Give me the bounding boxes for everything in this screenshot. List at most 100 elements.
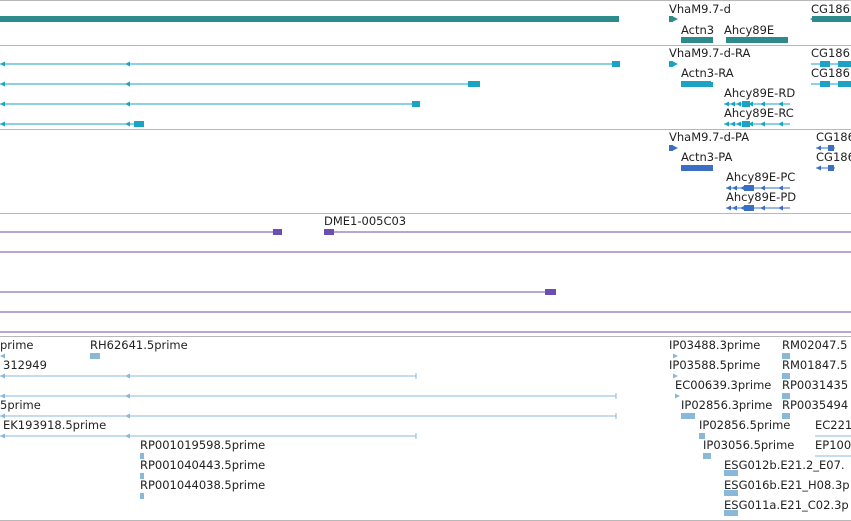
strand-arrow-left [778,185,783,191]
transcript-label[interactable]: CG186 [811,66,850,80]
strand-arrow-left [732,185,737,191]
transcript-label[interactable]: Actn3-RA [681,66,734,80]
est-label[interactable]: IP02856.3prime [681,398,773,412]
est-label[interactable]: IP02856.5prime [699,418,791,432]
est-label[interactable]: RP0035494 [782,398,849,412]
est-label[interactable]: RP0031435 [782,378,849,392]
est-label[interactable]: 312949 [3,358,47,372]
est-label[interactable]: EK193918.5prime [3,418,107,432]
est-label[interactable]: RM01847.5 [782,358,848,372]
feature-exon [669,145,673,151]
feature-exon [412,101,420,107]
strand-arrow-left [125,121,130,127]
est-label[interactable]: EC221 [815,418,851,432]
feature-exon [744,205,754,211]
feature-exon [140,473,144,479]
track-separator [0,336,851,337]
strand-arrow-left [125,61,130,67]
gene-label[interactable]: Actn3 [681,23,715,37]
strand-arrow-left [0,61,5,67]
strand-arrow-left [810,16,815,22]
strand-arrow-right [673,373,678,379]
feature-exon [699,433,705,439]
feature-exon [724,490,738,496]
strand-arrow-left [125,413,130,419]
protein-label[interactable]: Ahcy89E-PC [726,170,796,184]
strand-arrow-right [673,16,678,22]
est-label[interactable]: ESG016b.E21_H08.3p [724,478,850,492]
est-label[interactable]: prime [0,338,34,352]
transcript-label[interactable]: CG186 [811,46,850,60]
strand-arrow-left [726,185,731,191]
strand-arrow-left [125,373,130,379]
strand-arrow-left [0,373,5,379]
est-label[interactable]: RP001044038.5prime [140,478,266,492]
protein-label[interactable]: Ahcy89E-PD [726,190,797,204]
transcript-label[interactable]: Ahcy89E-RD [724,86,796,100]
feature-exon [681,82,713,87]
feature-exon [744,185,754,191]
strand-arrow-left [125,81,130,87]
feature-exon [273,229,282,235]
strand-arrow-left [0,393,5,399]
est-label[interactable]: RM02047.5 [782,338,848,352]
protein-label[interactable]: CG186 [816,130,851,144]
strand-arrow-left [816,165,821,171]
feature-exon [681,413,695,419]
est-label[interactable]: ESG012b.E21.2_E07. [724,458,845,472]
est-label[interactable]: RP001040443.5prime [140,458,266,472]
feature-exon [0,16,619,22]
strand-arrow-left [125,393,130,399]
est-label[interactable]: ESG011a.E21_C02.3p [724,498,849,512]
est-label[interactable]: 5prime [0,398,41,412]
gene-label[interactable]: VhaM9.7-d [669,2,731,16]
est-label[interactable]: IP03588.5prime [669,358,761,372]
strand-arrow-left [0,101,5,107]
strand-arrow-right [673,61,678,67]
gene-label[interactable]: CG186 [811,2,850,16]
est-label[interactable]: EP100 [815,438,851,452]
strand-arrow-left [736,101,741,107]
feature-exon [140,493,144,499]
protein-label[interactable]: CG186 [816,150,851,164]
est-label[interactable]: EC00639.3prime [675,378,772,392]
est-label[interactable]: IP03056.5prime [703,438,795,452]
feature-exon [612,61,620,67]
feature-exon [838,81,851,87]
strand-arrow-left [0,121,5,127]
feature-exon [820,81,830,87]
transcript-label[interactable]: VhaM9.7-d-RA [669,46,751,60]
feature-exon [828,165,834,171]
strand-arrow-left [748,121,753,127]
clone-label[interactable]: DME1-005C03 [324,214,407,228]
strand-arrow-right [675,393,680,399]
transcript-label[interactable]: Ahcy89E-RC [724,106,794,120]
feature-exon [742,121,750,127]
feature-exon [828,145,834,151]
gene-label[interactable]: Ahcy89E [724,23,775,37]
strand-arrow-left [730,101,735,107]
feature-exon [468,81,480,87]
strand-arrow-left [726,205,731,211]
est-label[interactable]: RH62641.5prime [90,338,188,352]
est-label[interactable]: IP03488.3prime [669,338,761,352]
feature-exon [724,470,738,476]
feature-exon [742,101,750,107]
strand-arrow-left [125,101,130,107]
strand-arrow-left [760,121,765,127]
feature-exon [669,16,673,22]
strand-arrow-left [0,433,5,439]
protein-label[interactable]: Actn3-PA [681,150,733,164]
strand-arrow-left [732,205,737,211]
strand-arrow-right [673,353,678,359]
strand-arrow-left [724,101,729,107]
track-separator [0,129,851,130]
track-separator [0,45,851,46]
feature-exon [140,453,144,459]
est-label[interactable]: RP001019598.5prime [140,438,266,452]
protein-label[interactable]: VhaM9.7-d-PA [669,130,750,144]
strand-arrow-left [760,185,765,191]
strand-arrow-left [760,205,765,211]
